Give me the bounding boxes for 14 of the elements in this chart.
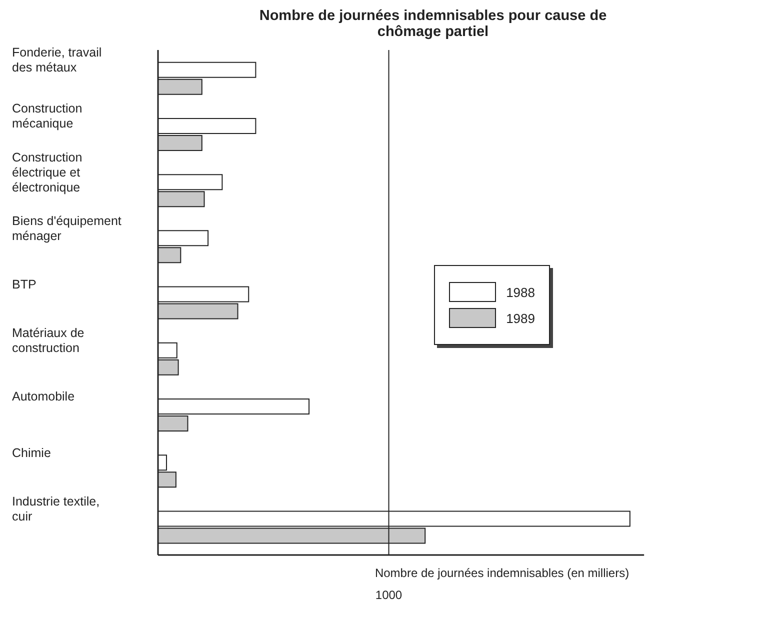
y-tick-label: Biens d'équipement ménager	[12, 214, 122, 243]
y-tick-label: Construction mécanique	[12, 102, 82, 131]
y-tick-label: Fonderie, travail des métaux	[12, 46, 102, 75]
y-tick-label: Matériaux de construction	[12, 326, 84, 356]
legend-label: 1989	[506, 310, 535, 326]
y-tick-label: Automobile	[12, 390, 75, 404]
y-tick-label: BTP	[12, 278, 36, 292]
y-tick-label: Construction électrique et électronique	[12, 150, 82, 194]
text: 1000	[375, 588, 402, 602]
legend-label: 1988	[506, 284, 535, 300]
chart-title: Nombre de journées indemnisables pour cause de chômage partiel	[258, 8, 608, 40]
x-axis-title: Nombre de journées indemnisables (en milliers)	[374, 566, 630, 580]
y-tick-label: Industrie textile, cuir	[12, 494, 100, 524]
y-tick-label: Chimie	[12, 446, 51, 460]
